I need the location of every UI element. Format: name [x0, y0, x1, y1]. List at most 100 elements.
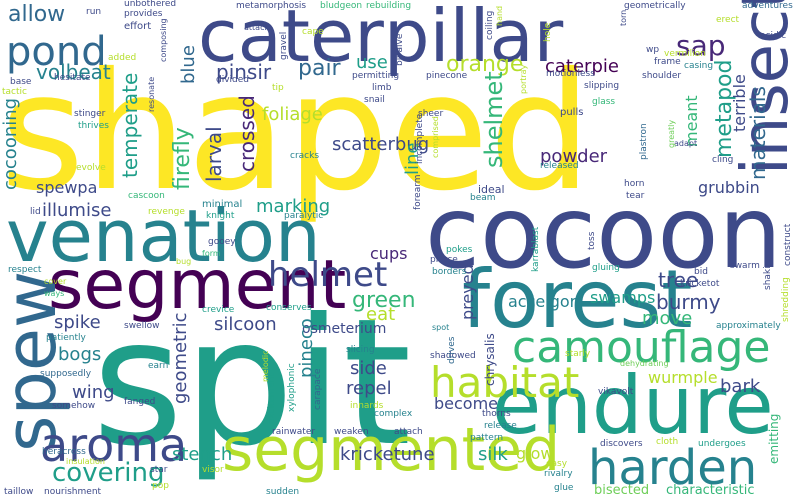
- word-gravel: gravel: [279, 31, 289, 60]
- word-plastron: plastron: [639, 123, 649, 160]
- word-hesitate: hesitate: [54, 73, 91, 83]
- word-kricketot: kricketot: [680, 279, 720, 289]
- word-camouflage: camouflage: [512, 322, 771, 373]
- word-gooey: gooey: [208, 237, 236, 247]
- word-illumise: illumise: [42, 200, 112, 221]
- word-coiling: coiling: [485, 10, 495, 40]
- word-hand: hand: [495, 5, 504, 26]
- word-bogs: bogs: [58, 344, 102, 365]
- word-casing: casing: [684, 61, 714, 71]
- word-kricketune: kricketune: [340, 444, 435, 465]
- word-pierce: pierce: [430, 255, 458, 265]
- word-greatly: greatly: [667, 119, 676, 148]
- word-glass: glass: [592, 97, 616, 107]
- word-metamorphosis: metamorphosis: [236, 1, 307, 11]
- word-pokes: pokes: [446, 245, 473, 255]
- word-become: become: [434, 394, 499, 413]
- word-spewpa: spewpa: [36, 178, 98, 197]
- word-allow: allow: [8, 2, 66, 27]
- word-earn: earn: [148, 361, 169, 371]
- word-slicing: slicing: [346, 345, 375, 355]
- word-osmeterium: osmeterium: [302, 321, 387, 337]
- word-composing: composing: [159, 18, 168, 62]
- word-resonate: resonate: [147, 76, 156, 112]
- word-supposedly: supposedly: [40, 369, 92, 379]
- word-swarm: swarm: [730, 261, 760, 271]
- word-complex: complex: [374, 409, 413, 419]
- word-fanged: fanged: [124, 397, 156, 407]
- word-stench: stench: [172, 444, 233, 465]
- word-pulls: pulls: [560, 107, 584, 118]
- word-beam: beam: [470, 193, 496, 203]
- word-spot: spot: [432, 323, 450, 332]
- word-drives: drives: [447, 336, 457, 364]
- word-somehow: somehow: [52, 401, 96, 411]
- word-bludgeon: bludgeon: [320, 1, 363, 11]
- word-use: use: [356, 52, 388, 73]
- word-sudden: sudden: [266, 487, 300, 497]
- word-covering: covering: [52, 458, 165, 488]
- word-motionless: motionless: [546, 69, 595, 79]
- word-paralytic: paralytic: [284, 211, 324, 221]
- word-shelmet: shelmet: [480, 71, 508, 168]
- word-hole: hole: [543, 22, 553, 42]
- word-undergoes: undergoes: [698, 439, 746, 449]
- word-rivalry: rivalry: [544, 469, 573, 479]
- word-unbothered: unbothered: [124, 0, 177, 9]
- word-minimal: minimal: [202, 199, 243, 210]
- word-glow: glow: [516, 444, 554, 463]
- word-construct: construct: [783, 223, 793, 266]
- word-shaking: shaking: [763, 254, 773, 290]
- word-frame: frame: [654, 57, 681, 67]
- word-tear: tear: [626, 191, 645, 201]
- word-shredding: shredding: [781, 277, 791, 322]
- word-cocoon: cocoon: [425, 174, 782, 291]
- word-provides: provides: [124, 9, 163, 19]
- word-pond: pond: [6, 29, 107, 75]
- word-divided: divided: [216, 75, 250, 85]
- word-release: release: [484, 421, 517, 431]
- word-revenge: revenge: [148, 207, 185, 217]
- word-tree: tree: [658, 268, 699, 292]
- word-helmet: helmet: [268, 255, 388, 295]
- word-geometrically: geometrically: [624, 1, 686, 11]
- word-added: added: [108, 53, 137, 63]
- word-pair: pair: [298, 56, 341, 81]
- word-snail: snail: [364, 95, 385, 105]
- word-pinecone: pinecone: [426, 71, 468, 81]
- word-green: green: [352, 288, 416, 313]
- word-knight: knight: [206, 211, 235, 221]
- word-shoulder: shoulder: [642, 71, 682, 81]
- word-vikavolt: vikavolt: [598, 387, 634, 397]
- word-rainwater: rainwater: [272, 427, 316, 437]
- word-cloth: cloth: [656, 437, 679, 447]
- word-temperate: temperate: [118, 72, 142, 178]
- word-heracross: heracross: [42, 447, 86, 457]
- word-form: form: [202, 249, 221, 258]
- word-swellow: swellow: [124, 321, 160, 331]
- word-limb: limb: [372, 83, 392, 93]
- word-horn: horn: [624, 179, 645, 189]
- word-tactic: tactic: [2, 87, 27, 97]
- word-starly: starly: [565, 349, 591, 359]
- word-silcoon: silcoon: [214, 314, 277, 335]
- word-move: move: [642, 308, 693, 329]
- word-larval: larval: [202, 126, 226, 182]
- word-attack: attack: [244, 23, 270, 32]
- word-wing: wing: [72, 382, 115, 403]
- word-foliage: foliage: [262, 104, 323, 125]
- word-torn: torn: [619, 9, 628, 26]
- word-spike: spike: [54, 312, 101, 333]
- word-shaped: shaped: [0, 39, 592, 227]
- word-borders: borders: [432, 267, 467, 277]
- word-portray: portray: [519, 64, 528, 94]
- word-geometric: geometric: [170, 312, 191, 404]
- word-thorns: thorns: [482, 409, 511, 419]
- word-volbeat: volbeat: [36, 60, 111, 84]
- word-ways: ways: [44, 289, 65, 298]
- word-cape: cape: [302, 27, 324, 37]
- word-spit: spit: [92, 282, 412, 485]
- word-adventures: adventures: [742, 1, 793, 11]
- word-venation: venation: [6, 194, 321, 278]
- word-pinsir: pinsir: [216, 60, 272, 84]
